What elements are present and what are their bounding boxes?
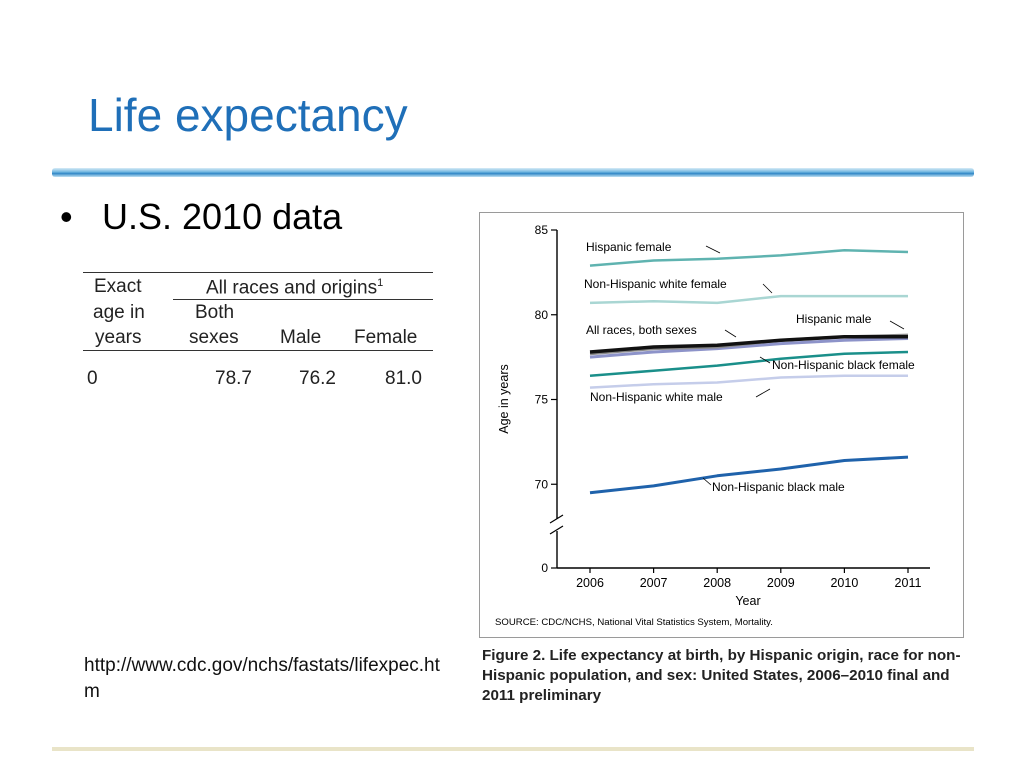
x-tick-label: 2008 [703,576,731,590]
series-label-non-hispanic-black-female: Non-Hispanic black female [772,358,915,372]
source-link[interactable]: http://www.cdc.gov/nchs/fastats/lifexpec… [84,655,440,702]
y-tick-label: 75 [535,393,549,407]
axis-break-mark [549,514,564,524]
axis-break-mark [549,525,564,535]
cell-both-sexes: 78.7 [215,368,252,389]
series-label-non-hispanic-white-female: Non-Hispanic white female [584,277,727,291]
series-line-non-hispanic-black-male [589,455,909,495]
y-tick-label: 85 [535,223,549,237]
bullet-symbol: • [60,196,73,237]
series-label-non-hispanic-white-male: Non-Hispanic white male [590,390,723,404]
series-line-hispanic-female [589,249,909,267]
header-bottom-rule [83,350,433,351]
leader-line-all-races-both-sexes [724,329,737,338]
leader-line-non-hispanic-black-male [702,477,712,486]
leader-line-non-hispanic-black-female [759,356,771,364]
y-axis-title: Age in years [497,364,511,433]
y-tick-label: 70 [535,477,549,491]
slide-title: Life expectancy [88,89,408,141]
header-both-line2: sexes [189,327,239,348]
x-tick-label: 2007 [640,576,668,590]
bullet-text: U.S. 2010 data [102,196,343,237]
y-tick-label: 0 [541,561,548,575]
header-divider [52,168,974,177]
table-top-rule [83,272,433,273]
cell-male: 76.2 [299,368,336,389]
group-header-rule [173,299,433,300]
leader-line-non-hispanic-white-female [762,283,773,294]
x-tick-label: 2011 [895,576,922,590]
header-female: Female [354,327,418,348]
series-label-hispanic-male: Hispanic male [796,312,872,326]
header-age-line1: Exact [94,276,142,297]
header-group-label: All races and origins [206,277,378,299]
leader-line-non-hispanic-white-male [755,388,771,398]
series-line-unlabeled [589,337,909,359]
cell-female: 81.0 [385,368,422,389]
cell-age: 0 [87,368,98,389]
header-age-line2: age in [93,302,145,323]
x-tick-label: 2006 [576,576,604,590]
header-male: Male [280,327,322,348]
figure-box: 0 70 75 80 85 2006 2007 2008 2009 2010 2011 Year Age… [479,212,964,638]
header-age-line3: years [95,327,142,348]
life-expectancy-chart: 0 70 75 80 85 2006 2007 2008 2009 2010 2011 Year Age… [495,223,930,628]
footer-divider [52,747,974,751]
header-both-line1: Both [195,302,235,323]
x-tick-label: 2010 [830,576,858,590]
series-line-non-hispanic-black-female [589,350,909,378]
leader-line-hispanic-male [889,320,905,330]
header-group-footnote: 1 [377,277,384,289]
series-label-all-races-both-sexes: All races, both sexes [586,323,697,337]
figure-caption: Figure 2. Life expectancy at birth, by H… [482,647,961,704]
source-note: SOURCE: CDC/NCHS, National Vital Statist… [495,617,773,628]
x-tick-label: 2009 [767,576,795,590]
leader-line-hispanic-female [705,245,721,254]
x-axis-title: Year [735,594,760,608]
series-line-all-races-both-sexes [589,335,908,354]
series-label-non-hispanic-black-male: Non-Hispanic black male [712,480,845,494]
header-group: All races and origins1 [206,277,383,299]
series-label-hispanic-female: Hispanic female [586,240,672,254]
series-line-non-hispanic-white-male [589,374,908,389]
y-tick-label: 80 [535,308,549,322]
series-line-non-hispanic-white-female [589,294,908,305]
